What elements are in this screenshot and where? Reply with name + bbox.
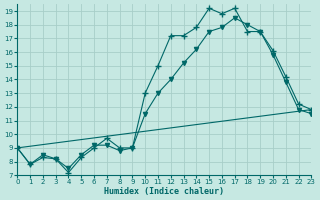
X-axis label: Humidex (Indice chaleur): Humidex (Indice chaleur) [104,187,224,196]
